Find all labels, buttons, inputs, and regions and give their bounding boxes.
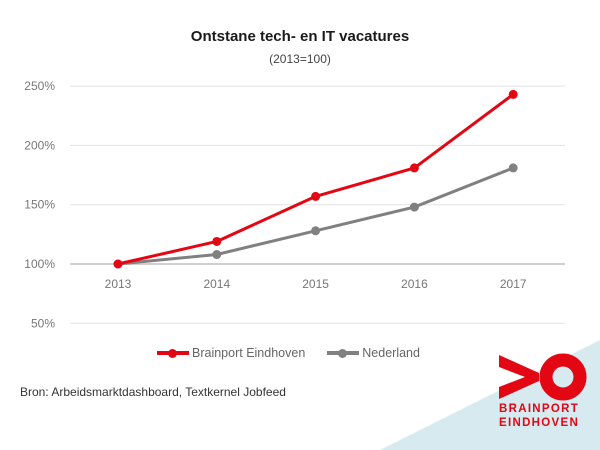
data-point [311,226,321,236]
legend-item-nederland: Nederland [327,346,420,360]
line-chart: 250% 200% 150% 100% 50% 2013 2014 2015 2016 2017 [24,79,565,330]
chart-title: Ontstane tech- en IT vacatures [190,28,410,45]
x-tick-label: 2013 [105,277,132,291]
legend-label: Nederland [362,346,420,360]
data-point [508,89,518,99]
y-tick-label: 250% [24,79,55,93]
x-tick-label: 2014 [203,277,230,291]
chart-subtitle: (2013=100) [269,52,331,66]
legend-item-brainport: Brainport Eindhoven [157,346,305,360]
source-note: Bron: Arbeidsmarktdashboard, Textkernel … [20,385,286,399]
x-tick-label: 2016 [401,277,428,291]
data-point [409,163,419,173]
y-tick-label: 100% [24,257,55,271]
gridlines [70,85,565,324]
legend-swatch-brainport [157,348,189,358]
y-tick-label: 150% [24,198,55,212]
series-lines [113,89,518,269]
legend: Brainport Eindhoven Nederland [157,346,442,360]
brainport-logo-text: BRAINPORT EINDHOVEN [499,402,579,430]
x-axis-ticks: 2013 2014 2015 2016 2017 [105,277,527,291]
brainport-logo-icon [499,353,587,401]
data-point [212,236,222,246]
x-tick-label: 2015 [302,277,329,291]
legend-label: Brainport Eindhoven [192,346,306,360]
logo-line2: EINDHOVEN [499,417,580,429]
y-tick-label: 50% [31,316,55,330]
y-tick-label: 200% [24,138,55,152]
series-line [117,93,515,266]
data-point [212,250,222,260]
y-axis-ticks: 250% 200% 150% 100% 50% [24,79,55,330]
data-point [311,191,321,201]
legend-swatch-nederland [327,348,360,358]
x-tick-label: 2017 [500,277,527,291]
data-point [508,163,518,173]
data-point [113,259,123,269]
logo-line1: BRAINPORT [499,403,580,415]
data-point [409,202,419,212]
